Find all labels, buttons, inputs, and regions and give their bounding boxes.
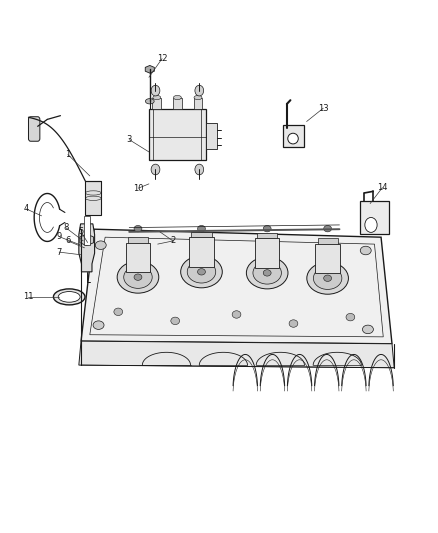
Bar bbox=[85, 181, 101, 215]
Ellipse shape bbox=[314, 267, 342, 289]
Polygon shape bbox=[79, 224, 95, 272]
Text: 3: 3 bbox=[127, 135, 132, 144]
Ellipse shape bbox=[263, 270, 271, 276]
Text: 6: 6 bbox=[65, 237, 71, 245]
Ellipse shape bbox=[360, 246, 371, 255]
Ellipse shape bbox=[124, 266, 152, 288]
Circle shape bbox=[365, 217, 377, 232]
Text: 7: 7 bbox=[57, 248, 62, 256]
Ellipse shape bbox=[180, 256, 223, 288]
Ellipse shape bbox=[134, 274, 142, 280]
Ellipse shape bbox=[53, 289, 85, 305]
Ellipse shape bbox=[194, 95, 202, 100]
FancyBboxPatch shape bbox=[28, 117, 40, 141]
Ellipse shape bbox=[232, 311, 241, 318]
Ellipse shape bbox=[289, 320, 298, 327]
Text: 11: 11 bbox=[23, 293, 34, 301]
Ellipse shape bbox=[253, 262, 281, 284]
Circle shape bbox=[151, 164, 160, 175]
Ellipse shape bbox=[173, 95, 181, 100]
Ellipse shape bbox=[95, 241, 106, 249]
Bar bbox=[191, 232, 212, 237]
Ellipse shape bbox=[263, 225, 271, 232]
Ellipse shape bbox=[362, 325, 373, 334]
Bar bbox=[194, 98, 202, 109]
Ellipse shape bbox=[288, 133, 298, 144]
Polygon shape bbox=[145, 66, 154, 73]
Bar bbox=[126, 243, 150, 272]
Bar bbox=[206, 123, 217, 149]
Bar bbox=[189, 237, 214, 266]
Circle shape bbox=[151, 85, 160, 96]
Ellipse shape bbox=[346, 313, 355, 321]
Text: 2: 2 bbox=[170, 237, 176, 245]
Text: 14: 14 bbox=[377, 183, 388, 192]
Bar bbox=[360, 201, 389, 234]
Bar bbox=[84, 216, 90, 245]
Bar bbox=[315, 244, 340, 273]
Text: 8: 8 bbox=[63, 223, 68, 232]
Text: 13: 13 bbox=[318, 104, 328, 112]
Text: 1: 1 bbox=[65, 150, 71, 159]
Text: 12: 12 bbox=[157, 54, 167, 63]
Bar bbox=[149, 109, 206, 160]
Ellipse shape bbox=[114, 308, 123, 316]
Bar bbox=[257, 233, 277, 238]
Ellipse shape bbox=[198, 269, 205, 275]
Ellipse shape bbox=[246, 257, 288, 289]
Text: 4: 4 bbox=[24, 205, 29, 213]
Bar bbox=[152, 98, 161, 109]
Ellipse shape bbox=[145, 99, 154, 104]
Bar bbox=[283, 125, 304, 147]
Bar bbox=[128, 237, 148, 243]
Ellipse shape bbox=[198, 225, 205, 232]
Ellipse shape bbox=[93, 321, 104, 329]
Text: 10: 10 bbox=[133, 184, 144, 192]
Ellipse shape bbox=[187, 261, 216, 283]
Bar bbox=[173, 98, 182, 109]
Ellipse shape bbox=[117, 261, 159, 293]
Bar bbox=[255, 238, 279, 268]
Ellipse shape bbox=[324, 225, 332, 232]
Ellipse shape bbox=[153, 95, 161, 100]
Bar bbox=[318, 238, 338, 244]
Polygon shape bbox=[79, 341, 394, 368]
Polygon shape bbox=[81, 229, 392, 344]
Circle shape bbox=[195, 85, 204, 96]
Text: 5: 5 bbox=[78, 228, 84, 236]
Text: 9: 9 bbox=[57, 232, 62, 241]
Ellipse shape bbox=[307, 262, 349, 294]
Ellipse shape bbox=[171, 317, 180, 325]
Ellipse shape bbox=[134, 225, 142, 232]
Polygon shape bbox=[80, 234, 94, 246]
Ellipse shape bbox=[58, 292, 80, 302]
Circle shape bbox=[195, 164, 204, 175]
Ellipse shape bbox=[324, 275, 332, 281]
